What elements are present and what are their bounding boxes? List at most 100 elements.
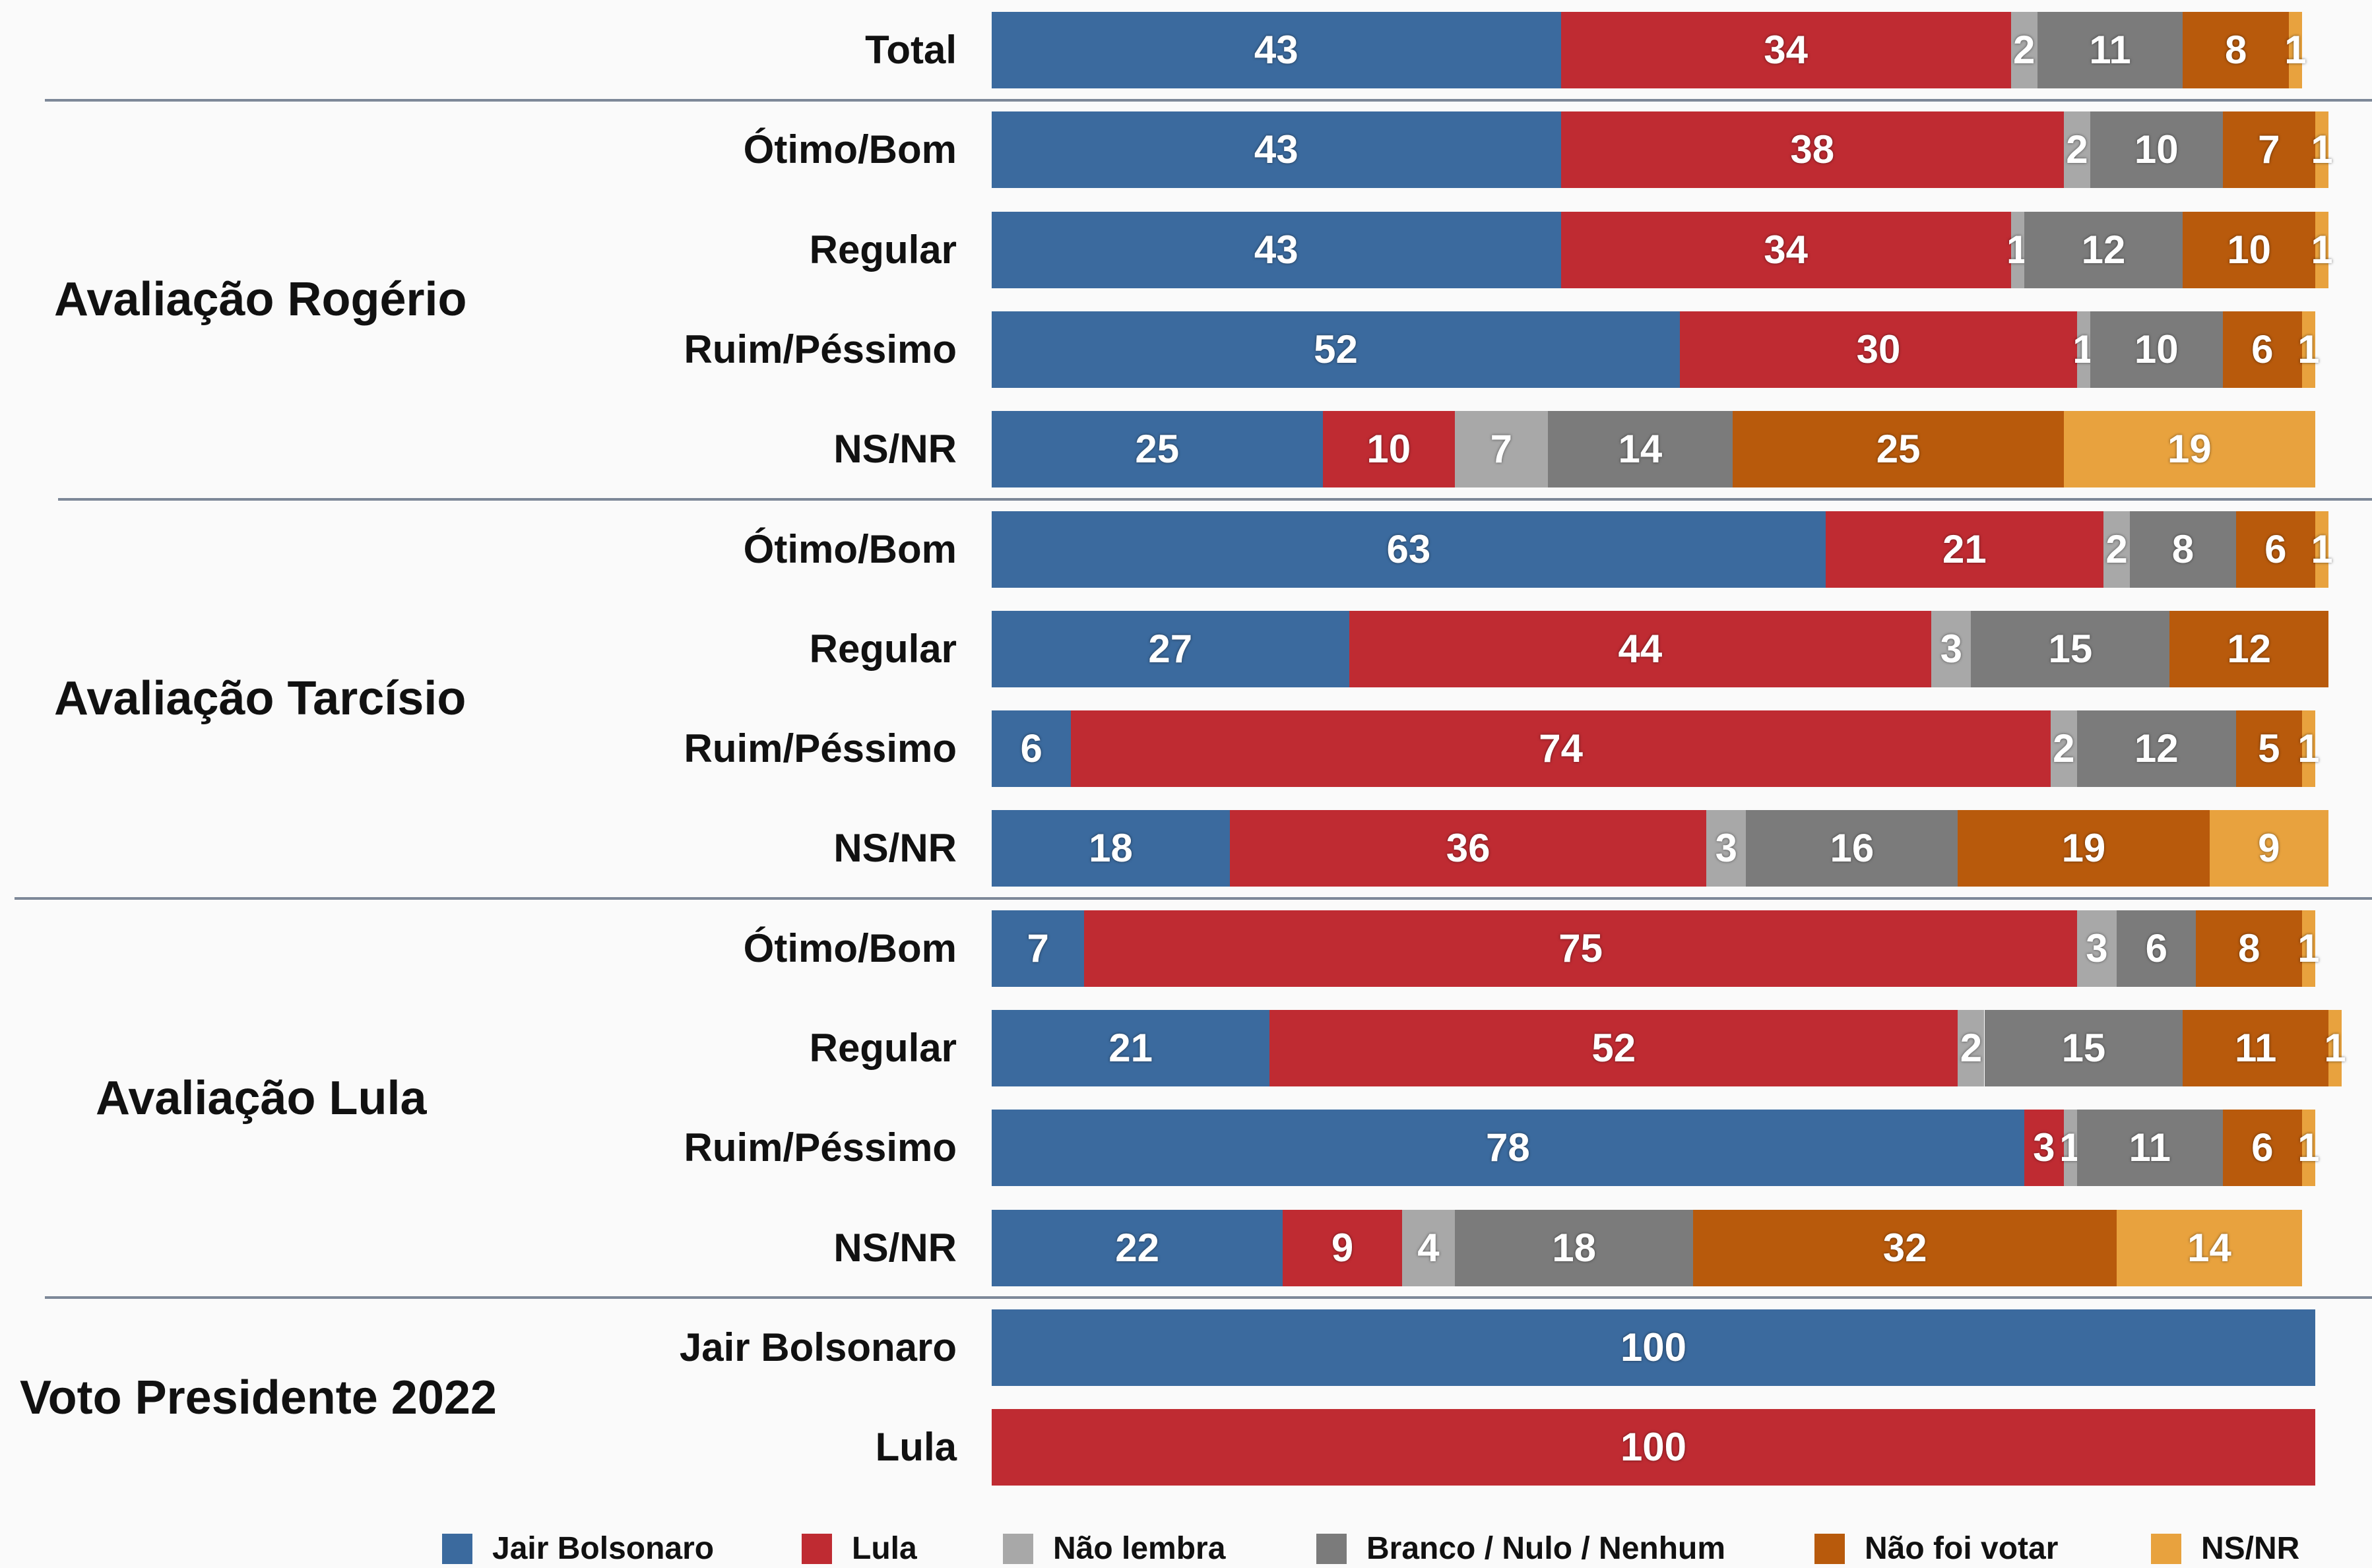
bar-segment: 6 <box>2235 511 2315 588</box>
bar-segment: 52 <box>1269 1010 1958 1086</box>
bar-value-label: 100 <box>1620 1425 1687 1470</box>
bar-value-label: 100 <box>1620 1325 1687 1369</box>
bar-segment: 43 <box>992 211 1561 288</box>
bar-value-label: 1 <box>2297 925 2320 970</box>
bar-segment: 38 <box>1560 111 2064 189</box>
bar-value-label: 6 <box>2251 1125 2274 1170</box>
legend-label: Lula <box>852 1531 917 1566</box>
bar-value-label: 1 <box>2311 526 2333 571</box>
bar-value-label: 25 <box>1876 427 1921 472</box>
bar-segment: 10 <box>2183 211 2315 288</box>
bar-segment: 78 <box>992 1110 2024 1187</box>
bar-segment: 8 <box>2183 12 2289 88</box>
bar-segment: 44 <box>1349 610 1932 687</box>
bar-segment: 18 <box>992 810 1231 887</box>
bar-value-label: 34 <box>1764 28 1808 72</box>
bar-value-label: 10 <box>1366 427 1411 472</box>
bar-segment: 32 <box>1693 1209 2117 1286</box>
bar-segment: 74 <box>1071 710 2051 788</box>
bar-segment: 1 <box>2072 311 2095 388</box>
bar-value-label: 19 <box>2167 427 2212 472</box>
group-label: Avaliação Lula <box>96 1071 427 1125</box>
bar-value-label: 8 <box>2171 526 2195 571</box>
bar-segment: 52 <box>992 311 1681 388</box>
bar-value-label: 6 <box>1020 726 1042 771</box>
bar-value-label: 21 <box>1942 526 1987 571</box>
bar-value-label: 3 <box>1940 626 1963 671</box>
group-separator <box>45 98 2372 102</box>
bar-segment: 1 <box>2297 710 2320 788</box>
bar-value-label: 3 <box>1715 826 1737 871</box>
bar-segment: 9 <box>1283 1209 1402 1286</box>
bar-segment: 1 <box>2297 1110 2320 1187</box>
bar-segment: 27 <box>992 610 1349 687</box>
bar-segment: 6 <box>992 710 1072 788</box>
bar-value-label: 10 <box>2134 327 2179 371</box>
bar-segment: 16 <box>1746 810 1958 887</box>
bar-value-label: 9 <box>1331 1225 1354 1270</box>
bar-value-label: 11 <box>2235 1026 2277 1070</box>
bar-segment: 7 <box>1455 411 1548 488</box>
bar-value-label: 12 <box>2227 626 2272 671</box>
bar-segment: 12 <box>2076 710 2236 788</box>
group-label: Avaliação Rogério <box>54 273 467 327</box>
bar-value-label: 1 <box>2297 726 2320 771</box>
bar-value-label: 14 <box>1618 427 1663 472</box>
bar-segment: 7 <box>992 910 1085 987</box>
group-label: Voto Presidente 2022 <box>20 1371 497 1424</box>
bar-segment: 1 <box>2311 511 2333 588</box>
bar-segment: 1 <box>2311 111 2333 189</box>
group-separator <box>15 897 2372 900</box>
bar-segment: 1 <box>2284 12 2307 88</box>
bar-value-label: 12 <box>2081 227 2126 272</box>
bar-segment: 19 <box>1958 810 2210 887</box>
bar-value-label: 43 <box>1254 28 1298 72</box>
bar-segment: 75 <box>1084 910 2077 987</box>
bar-segment: 36 <box>1230 810 1707 887</box>
bar-value-label: 75 <box>1558 925 1603 970</box>
bar-segment: 1 <box>2324 1010 2346 1086</box>
legend-item: Não foi votar <box>1814 1530 2058 1567</box>
bar-value-label: 78 <box>1485 1125 1530 1170</box>
bar-segment: 2 <box>2063 111 2090 189</box>
bar-segment: 1 <box>2297 910 2320 987</box>
bar-value-label: 1 <box>2297 1125 2320 1170</box>
legend-label: Não lembra <box>1053 1531 1226 1566</box>
legend-label: Branco / Nulo / Nenhum <box>1366 1531 1726 1566</box>
bar-value-label: 43 <box>1254 227 1298 272</box>
bar-segment: 19 <box>2063 411 2315 488</box>
bar-segment: 2 <box>2050 710 2077 788</box>
bar-segment: 12 <box>2169 610 2329 687</box>
bar-segment: 1 <box>2059 1110 2082 1187</box>
bar-value-label: 25 <box>1135 427 1180 472</box>
bar-segment: 11 <box>2183 1010 2329 1086</box>
bar-value-label: 2 <box>2053 726 2075 771</box>
bar-value-label: 2 <box>2105 526 2128 571</box>
bar-value-label: 52 <box>1591 1026 1636 1070</box>
bar-value-label: 18 <box>1552 1225 1596 1270</box>
legend-item: Não lembra <box>1003 1530 1225 1567</box>
bar-value-label: 22 <box>1115 1225 1160 1270</box>
bar-value-label: 7 <box>1490 427 1512 472</box>
bar-value-label: 15 <box>2048 626 2093 671</box>
row-label: Total <box>865 28 957 72</box>
bar-value-label: 12 <box>2134 726 2179 771</box>
bar-segment: 25 <box>992 411 1323 488</box>
bar-segment: 2 <box>1958 1010 1985 1086</box>
bar-segment: 3 <box>2024 1110 2064 1187</box>
bar-segment: 12 <box>2024 211 2183 288</box>
bar-value-label: 7 <box>2258 127 2280 172</box>
bar-value-label: 15 <box>2061 1026 2106 1070</box>
bar-segment: 3 <box>2076 910 2117 987</box>
bar-segment: 43 <box>992 12 1561 88</box>
bar-segment: 34 <box>1560 12 2011 88</box>
bar-segment: 5 <box>2235 710 2302 788</box>
bar-value-label: 3 <box>2086 925 2108 970</box>
bar-value-label: 44 <box>1618 626 1663 671</box>
row-label: Ruim/Péssimo <box>684 726 957 771</box>
bar-value-label: 74 <box>1539 726 1583 771</box>
bar-segment: 3 <box>1706 810 1747 887</box>
bar-value-label: 11 <box>2089 28 2131 72</box>
legend-item: Lula <box>802 1530 917 1567</box>
bar-segment: 21 <box>1825 511 2104 588</box>
